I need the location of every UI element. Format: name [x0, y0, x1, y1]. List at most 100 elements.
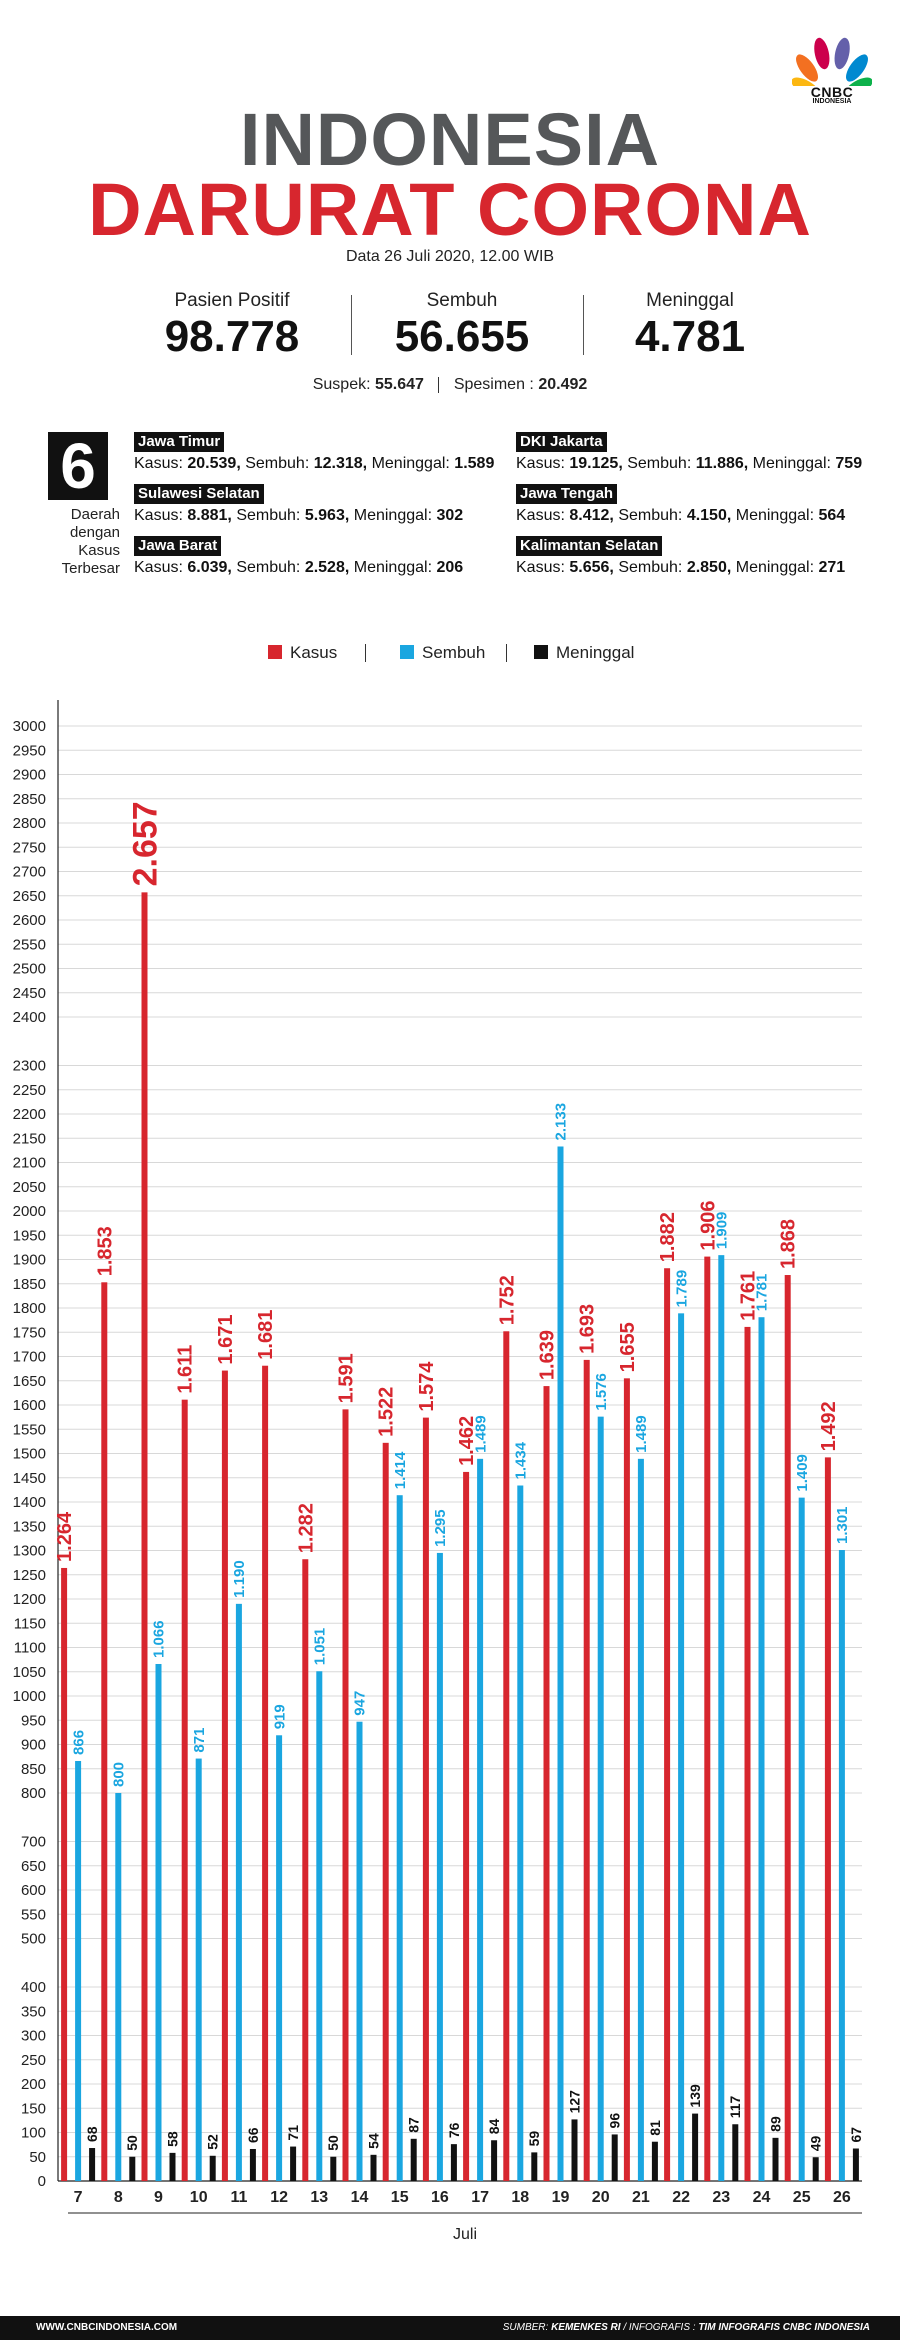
y-tick-label: 1650 [13, 1373, 46, 1390]
kasus-label: Kasus: [134, 455, 183, 472]
y-tick-label: 900 [21, 1737, 46, 1754]
bar-sembuh [75, 1760, 82, 2181]
title-line-2: DARURAT CORONA [88, 168, 812, 251]
legend-swatch [268, 645, 282, 659]
data-label-meninggal: 67 [848, 2127, 864, 2143]
data-label-meninggal: 139 [687, 2084, 703, 2108]
bar-kasus [784, 1275, 791, 2181]
meninggal-value: 271 [818, 559, 846, 576]
stat-label: Meninggal [646, 290, 734, 311]
data-label-kasus: 1.574 [416, 1361, 438, 1412]
data-label-sembuh: 1.066 [151, 1620, 168, 1658]
data-label-kasus: 1.462 [456, 1416, 478, 1466]
y-tick-label: 650 [21, 1858, 46, 1875]
meninggal-value: 564 [818, 507, 846, 524]
y-tick-label: 1400 [13, 1494, 46, 1511]
y-tick-label: 2300 [13, 1058, 46, 1075]
bar-kasus [503, 1331, 510, 2181]
kasus-label: Kasus: [516, 507, 565, 524]
y-tick-label: 1900 [13, 1252, 46, 1269]
y-tick-label: 2250 [13, 1082, 46, 1099]
bar-kasus [744, 1326, 751, 2181]
caption-line: Terbesar [61, 560, 120, 577]
legend-label: Sembuh [422, 643, 486, 662]
data-label-sembuh: 1.190 [231, 1560, 248, 1598]
sembuh-value: 11.886, [695, 455, 749, 472]
data-label-kasus: 1.853 [94, 1226, 116, 1276]
bar-meninggal [651, 2141, 658, 2181]
bar-sembuh [477, 1458, 484, 2181]
y-tick-label: 1250 [13, 1567, 46, 1584]
data-label-meninggal: 50 [325, 2135, 341, 2151]
bar-kasus [141, 892, 148, 2181]
stat-value: 4.781 [634, 312, 746, 361]
data-label-kasus: 1.868 [778, 1219, 800, 1269]
meninggal-value: 759 [835, 455, 863, 472]
bar-sembuh [798, 1497, 805, 2181]
bar-sembuh [276, 1735, 283, 2181]
bar-meninggal [290, 2146, 297, 2181]
bar-meninggal [772, 2137, 779, 2181]
x-tick-label: 7 [74, 2189, 83, 2206]
legend-label: Kasus [290, 643, 338, 662]
bar-kasus [181, 1399, 188, 2181]
caption-line: Kasus [78, 542, 120, 559]
kasus-value: 8.881, [187, 507, 232, 524]
bar-sembuh [637, 1458, 644, 2181]
data-label-sembuh: 1.414 [392, 1451, 409, 1489]
bar-meninggal [209, 2155, 216, 2181]
kasus-label: Kasus: [134, 507, 183, 524]
region-entry: Jawa Timur Kasus: 20.539, Sembuh: 12.318,… [134, 432, 494, 474]
bar-kasus [101, 1282, 108, 2181]
region-name: DKI Jakarta [516, 432, 607, 452]
data-label-sembuh: 1.051 [312, 1628, 329, 1666]
data-label-kasus: 1.655 [617, 1322, 639, 1372]
y-tick-label: 1950 [13, 1227, 46, 1244]
kasus-value: 19.125, [569, 455, 623, 472]
bar-kasus [463, 1471, 470, 2181]
y-tick-label: 2050 [13, 1179, 46, 1196]
source-value: KEMENKES RI [551, 2322, 621, 2333]
meninggal-label: Meninggal: [353, 559, 433, 576]
data-label-sembuh: 871 [191, 1728, 208, 1753]
stat-recovered: Sembuh 56.655 [352, 290, 572, 362]
footer-website[interactable]: WWW.CNBCINDONESIA.COM [36, 2322, 178, 2333]
region-entry: DKI Jakarta Kasus: 19.125, Sembuh: 11.886… [516, 432, 862, 474]
credit-value: TIM INFOGRAFIS CNBC INDONESIA [698, 2322, 870, 2333]
data-label-sembuh: 1.576 [593, 1373, 610, 1411]
bar-meninggal [249, 2148, 256, 2181]
y-tick-label: 0 [38, 2173, 46, 2190]
x-tick-label: 24 [753, 2189, 771, 2206]
bar-sembuh [557, 1146, 564, 2181]
kasus-value: 20.539, [187, 455, 241, 472]
bar-kasus [623, 1378, 630, 2181]
suspect-specimen-line: Suspek: 55.647 Spesimen : 20.492 [0, 376, 900, 394]
bar-sembuh [597, 1416, 604, 2181]
data-label-meninggal: 50 [124, 2135, 140, 2151]
bar-meninggal [330, 2156, 337, 2181]
data-label-sembuh: 1.434 [513, 1441, 530, 1479]
bar-sembuh [838, 1550, 845, 2181]
x-tick-label: 10 [190, 2189, 208, 2206]
y-tick-label: 1700 [13, 1349, 46, 1366]
data-label-sembuh: 1.301 [834, 1506, 851, 1544]
bar-meninggal [491, 2140, 498, 2181]
spesimen-value: 20.492 [538, 376, 588, 393]
bar-sembuh [396, 1495, 403, 2181]
legend-divider [506, 644, 507, 662]
y-tick-label: 50 [29, 2149, 46, 2166]
data-label-meninggal: 76 [446, 2122, 462, 2138]
y-tick-label: 2450 [13, 985, 46, 1002]
data-label-meninggal: 52 [205, 2134, 221, 2150]
data-label-meninggal: 89 [767, 2116, 783, 2132]
x-tick-label: 26 [833, 2189, 851, 2206]
region-name: Jawa Timur [134, 432, 225, 452]
bar-kasus [543, 1386, 550, 2181]
meninggal-value: 1.589 [454, 455, 495, 472]
suspek-value: 55.647 [374, 376, 424, 393]
x-tick-label: 23 [712, 2189, 730, 2206]
bar-meninggal [450, 2144, 457, 2181]
y-tick-label: 1300 [13, 1543, 46, 1560]
y-tick-label: 2000 [13, 1203, 46, 1220]
bar-meninggal [812, 2157, 819, 2181]
